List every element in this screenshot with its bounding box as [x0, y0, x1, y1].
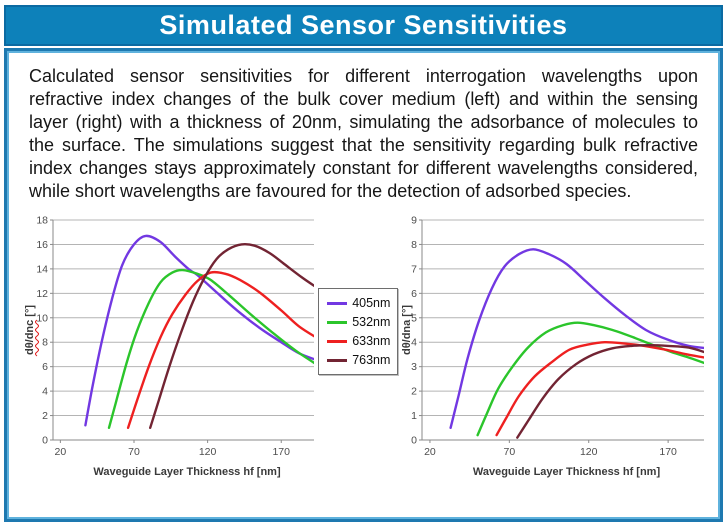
legend-label: 763nm — [352, 353, 391, 367]
svg-text:Waveguide Layer Thickness hf [: Waveguide Layer Thickness hf [nm] — [93, 466, 281, 478]
svg-text:Waveguide Layer Thickness hf [: Waveguide Layer Thickness hf [nm] — [473, 466, 661, 478]
svg-text:6: 6 — [412, 288, 418, 300]
svg-text:14: 14 — [36, 263, 48, 275]
svg-text:16: 16 — [36, 239, 48, 251]
legend-label: 633nm — [352, 334, 391, 348]
chart-adlayer-sensitivity: 0 1 2 3 4 5 6 7 8 9 20 70 120 170 Waveguide Layer Thic… — [401, 215, 704, 478]
svg-text:20: 20 — [55, 446, 67, 458]
chart-bulk-sensitivity: 0 2 4 6 8 10 12 14 16 18 20 70 120 170 Waveguide Layer… — [24, 215, 315, 478]
svg-text:120: 120 — [580, 446, 598, 458]
legend-item-633nm: 633nm — [327, 334, 390, 348]
legend-label: 405nm — [352, 296, 391, 310]
svg-text:0: 0 — [412, 435, 418, 447]
content-box: Calculated sensor sensitivities for diff… — [4, 48, 723, 522]
legend-line-swatch — [327, 339, 348, 343]
legend-line-swatch — [327, 358, 348, 362]
legend-item-405nm: 405nm — [327, 296, 390, 310]
svg-text:1: 1 — [412, 410, 418, 422]
description-text: Calculated sensor sensitivities for diff… — [29, 66, 698, 201]
svg-text:5: 5 — [412, 312, 418, 324]
svg-text:2: 2 — [412, 386, 418, 398]
svg-text:9: 9 — [412, 215, 418, 227]
page-title: Simulated Sensor Sensitivities — [159, 10, 568, 40]
svg-text:0: 0 — [42, 435, 48, 447]
svg-text:3: 3 — [412, 361, 418, 373]
svg-text:170: 170 — [660, 446, 678, 458]
chart-legend: 405nm 532nm 633nm 763nm — [318, 288, 399, 375]
svg-text:4: 4 — [412, 337, 418, 349]
svg-text:8: 8 — [42, 337, 48, 349]
svg-text:dθ/dna [°]: dθ/dna [°] — [401, 305, 413, 355]
svg-text:8: 8 — [412, 239, 418, 251]
title-bar: Simulated Sensor Sensitivities — [4, 5, 723, 46]
charts-row: 0 2 4 6 8 10 12 14 16 18 20 70 120 170 Waveguide Layer… — [23, 210, 704, 480]
legend-label: 532nm — [352, 315, 391, 329]
svg-text:70: 70 — [504, 446, 516, 458]
svg-text:10: 10 — [36, 312, 48, 324]
svg-text:6: 6 — [42, 361, 48, 373]
legend-item-532nm: 532nm — [327, 315, 390, 329]
svg-text:4: 4 — [42, 386, 48, 398]
svg-text:20: 20 — [425, 446, 437, 458]
svg-text:120: 120 — [199, 446, 217, 458]
legend-line-swatch — [327, 320, 348, 324]
svg-text:2: 2 — [42, 410, 48, 422]
svg-text:7: 7 — [412, 263, 418, 275]
svg-text:170: 170 — [272, 446, 290, 458]
legend-item-763nm: 763nm — [327, 353, 390, 367]
svg-text:12: 12 — [36, 288, 48, 300]
svg-text:18: 18 — [36, 215, 48, 227]
svg-text:dθ/dnc [°]: dθ/dnc [°] — [24, 305, 36, 355]
legend-line-swatch — [327, 301, 348, 305]
svg-text:70: 70 — [128, 446, 140, 458]
